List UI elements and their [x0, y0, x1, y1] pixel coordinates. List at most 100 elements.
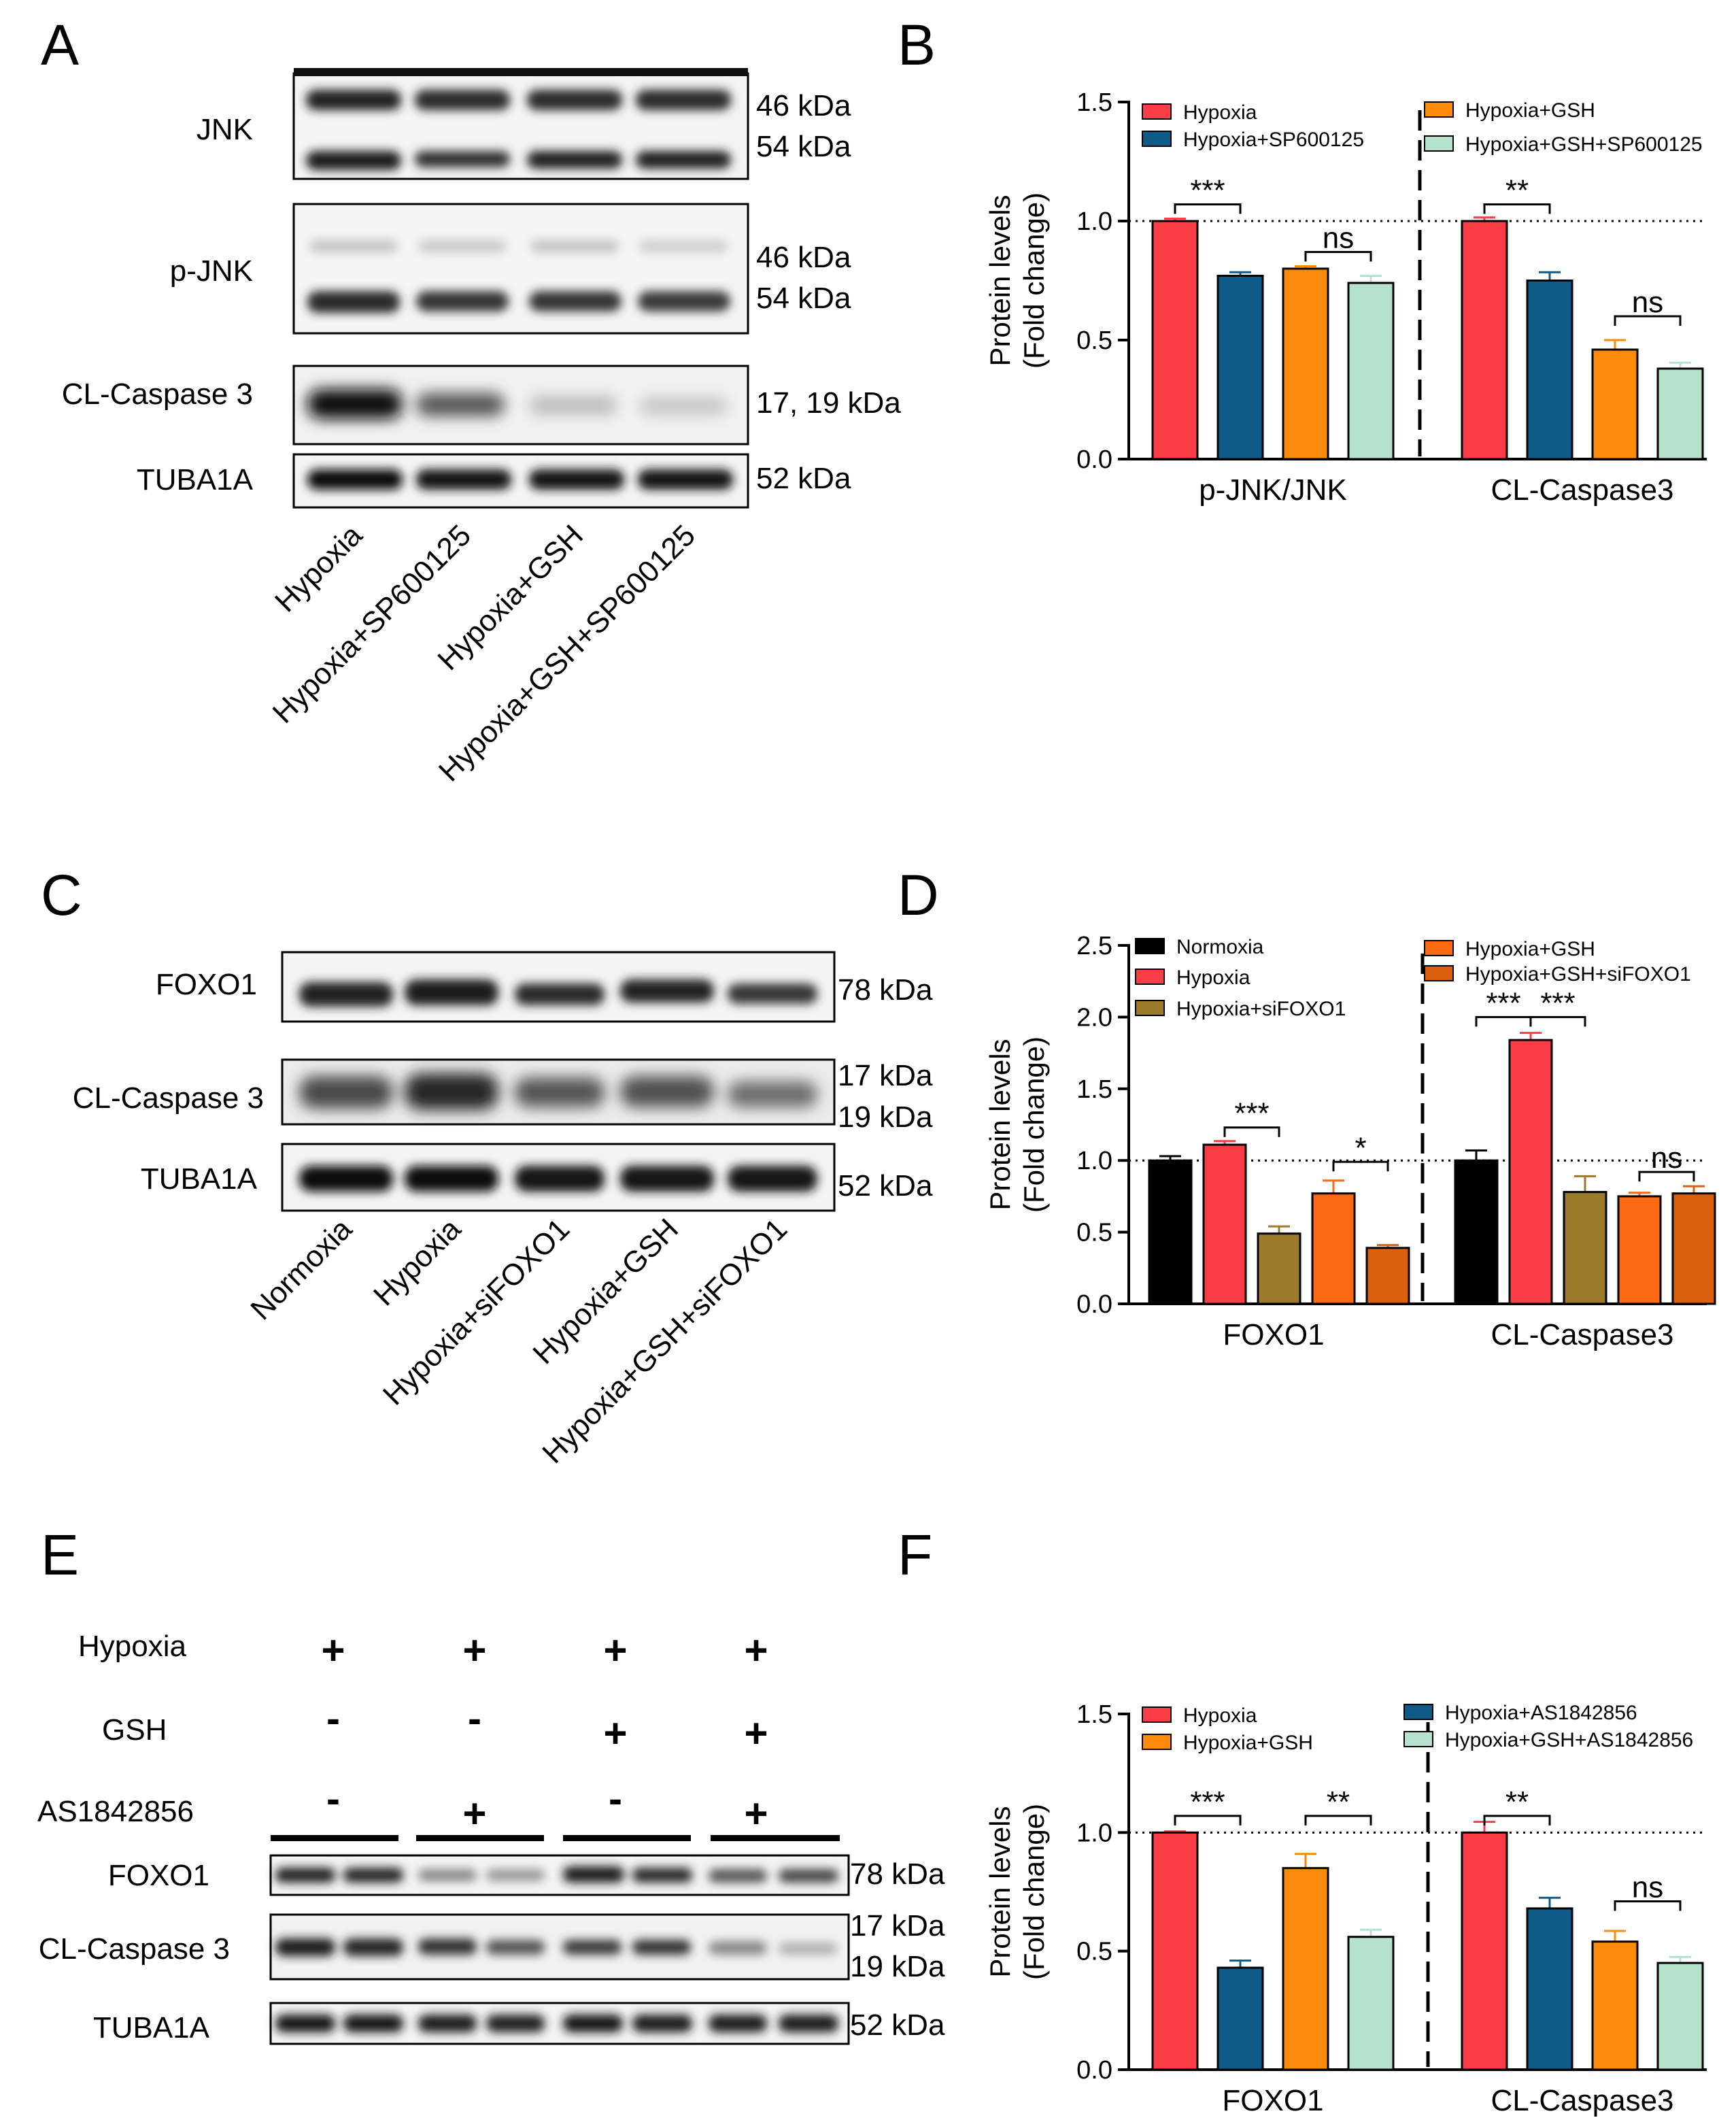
- bar: [1216, 1966, 1264, 2071]
- legend-swatch: [1424, 135, 1454, 152]
- y-axis-label-line: Protein levels: [984, 1806, 1016, 1977]
- treatment-label-as1842856: AS1842856: [37, 1795, 194, 1828]
- y-axis-label-line: (Fold change): [1018, 192, 1050, 369]
- y-tick-label: 0.0: [1076, 445, 1112, 474]
- significance-label: ***: [1486, 986, 1520, 1020]
- plus-sign: +: [462, 1791, 486, 1836]
- significance-bracket: [1174, 203, 1242, 214]
- lane-label: Hypoxia: [367, 1212, 467, 1312]
- plus-sign: +: [744, 1628, 768, 1673]
- legend-swatch: [1135, 969, 1165, 985]
- y-tick-label: 1.0: [1076, 207, 1112, 236]
- bar: [1282, 267, 1329, 460]
- row-label-tuba1a: TUBA1A: [137, 463, 254, 497]
- panel-label-e: E: [41, 1523, 79, 1587]
- jnk-bands: [306, 90, 731, 170]
- bar: [1526, 280, 1573, 460]
- tuba1a-a-bands: [307, 469, 733, 490]
- y-tick-label: 1.0: [1076, 1819, 1112, 1847]
- y-axis-label: Protein levels(Fold change): [984, 192, 1050, 369]
- legend-swatch: [1135, 938, 1165, 954]
- y-tick-label: 1.5: [1076, 88, 1112, 117]
- x-tick-label: FOXO1: [1222, 2084, 1323, 2117]
- lane-label: Hypoxia+siFOXO1: [377, 1212, 576, 1411]
- significance-bracket: [1614, 315, 1682, 326]
- y-axis-label-line: (Fold change): [1018, 1804, 1050, 1980]
- kda-label: 46 kDa: [756, 89, 851, 122]
- row-label-jnk: JNK: [197, 113, 253, 146]
- foxo1-c-bands: [299, 979, 817, 1007]
- tuba1a-e-bands: [275, 2015, 838, 2032]
- legend-swatch: [1403, 1704, 1433, 1720]
- row-label-foxo1: FOXO1: [156, 968, 257, 1001]
- y-tick-label: 2.0: [1076, 1003, 1112, 1032]
- plus-sign: +: [462, 1628, 486, 1673]
- bar: [1617, 1195, 1662, 1305]
- treatment-label-gsh: GSH: [102, 1713, 167, 1747]
- lane-label: Hypoxia: [269, 518, 369, 618]
- legend-swatch: [1142, 1734, 1172, 1750]
- panel-label-d: D: [898, 863, 939, 927]
- significance-label: ns: [1632, 286, 1663, 319]
- legend-label: Hypoxia+GSH+siFOXO1: [1465, 963, 1691, 986]
- plus-sign: +: [744, 1711, 768, 1756]
- significance-label: ***: [1234, 1097, 1269, 1130]
- bar: [1311, 1192, 1356, 1305]
- legend-label: Hypoxia+GSH: [1465, 99, 1595, 122]
- cl-caspase3-e-bands: [275, 1938, 837, 1956]
- panel-label-b: B: [898, 13, 936, 77]
- significance-label: ns: [1632, 1870, 1663, 1904]
- cl-caspase3-a-bands: [307, 389, 728, 419]
- bar: [1202, 1143, 1247, 1305]
- chart-d: 0.0 0.5 1.0 1.5 2.0 2.5 Protein levels(Fold ch…: [984, 932, 1716, 1351]
- legend-swatch: [1424, 101, 1454, 118]
- legend-swatch: [1403, 1731, 1433, 1747]
- minus-sign: -: [468, 1696, 481, 1741]
- kda-label: 17, 19 kDa: [756, 386, 901, 420]
- y-axis-label: Protein levels(Fold change): [984, 1804, 1050, 1980]
- row-label-tuba1a: TUBA1A: [93, 2011, 210, 2045]
- row-label-cl-caspase3: CL-Caspase 3: [39, 1932, 230, 1966]
- bar: [1508, 1039, 1553, 1305]
- y-tick-label: 0.0: [1076, 1290, 1112, 1319]
- kda-label: 17 kDa: [838, 1059, 933, 1092]
- legend-label: Hypoxia+GSH+AS1842856: [1445, 1729, 1693, 1751]
- panel-a: A: [41, 13, 901, 788]
- minus-sign: -: [609, 1776, 622, 1821]
- chart-f: 0.0 0.5 1.0 1.5 Protein levels(Fold change) F…: [984, 1700, 1707, 2117]
- blot-p-jnk: [292, 203, 749, 335]
- x-tick-label: CL-Caspase3: [1491, 2084, 1673, 2117]
- significance-bracket: [1614, 1900, 1682, 1911]
- bar: [1151, 220, 1199, 460]
- plus-sign: +: [603, 1628, 627, 1673]
- significance-label: **: [1505, 1785, 1529, 1819]
- panel-label-c: C: [41, 863, 82, 927]
- y-tick-label: 1.5: [1076, 1700, 1112, 1729]
- plus-sign: +: [603, 1711, 627, 1756]
- bar: [1365, 1247, 1410, 1305]
- legend-label: Hypoxia+GSH: [1465, 938, 1595, 960]
- kda-label: 52 kDa: [838, 1169, 933, 1202]
- legend-swatch: [1142, 1706, 1172, 1723]
- minus-sign: -: [326, 1696, 340, 1741]
- lane-label: Normoxia: [244, 1212, 358, 1326]
- bar: [1591, 348, 1639, 460]
- legend-label: Hypoxia: [1183, 101, 1257, 124]
- significance-label: ***: [1190, 174, 1225, 207]
- significance-label: ***: [1190, 1785, 1225, 1819]
- cl-caspase3-c-bands: [299, 1073, 817, 1110]
- p-jnk-bands: [307, 239, 730, 313]
- significance-bracket: [1174, 1815, 1242, 1825]
- legend-swatch: [1424, 940, 1454, 956]
- legend-label: Hypoxia+AS1842856: [1445, 1702, 1637, 1724]
- significance-label: **: [1505, 174, 1529, 207]
- bar: [1151, 1831, 1199, 2071]
- kda-label: 19 kDa: [838, 1100, 933, 1134]
- y-tick-label: 0.5: [1076, 326, 1112, 355]
- kda-label: 54 kDa: [756, 130, 851, 163]
- row-label-foxo1: FOXO1: [108, 1859, 209, 1892]
- x-tick-label: CL-Caspase3: [1491, 1318, 1673, 1351]
- kda-label: 78 kDa: [838, 973, 933, 1007]
- legend-label: Hypoxia: [1183, 1704, 1257, 1727]
